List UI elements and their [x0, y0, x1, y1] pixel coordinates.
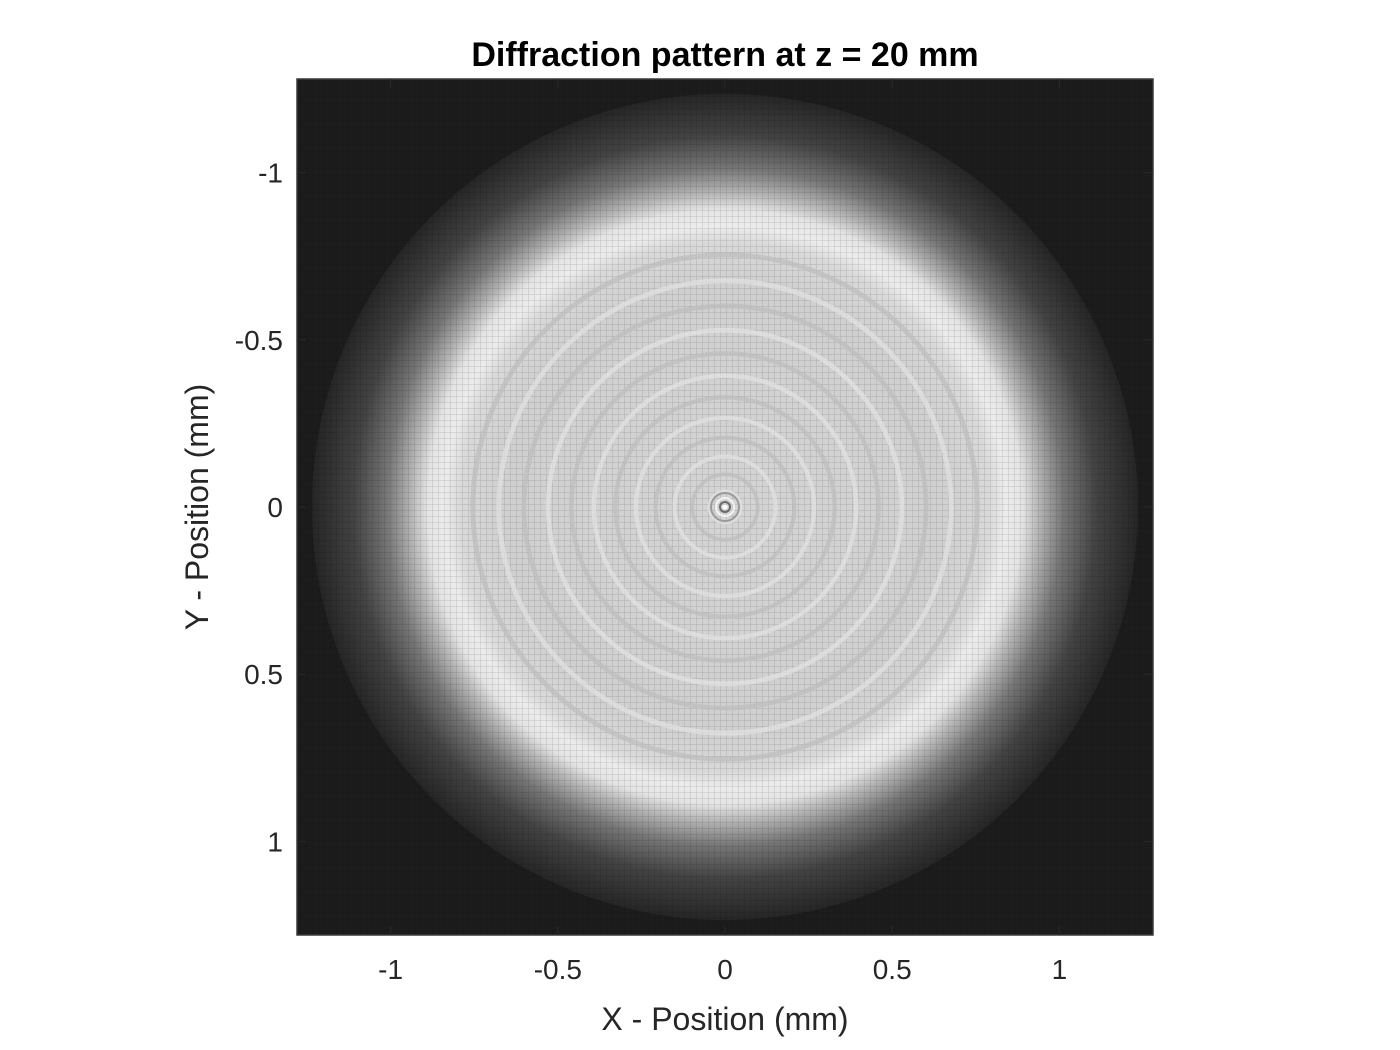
x-tick-label: 0.5 — [873, 954, 912, 985]
x-tick-label: -1 — [378, 954, 403, 985]
central-ring — [710, 492, 740, 522]
x-tick-label: -0.5 — [534, 954, 582, 985]
fringe-ring — [633, 415, 817, 599]
y-tick-label: 1 — [267, 826, 283, 857]
fringe-rings — [470, 252, 980, 762]
fringe-ring — [690, 472, 760, 542]
x-axis-ticks: -1 -0.5 0 0.5 1 — [378, 79, 1067, 985]
plot-area — [297, 79, 1153, 935]
y-axis-label: Y - Position (mm) — [179, 384, 215, 631]
fringe-ring — [707, 489, 743, 525]
chart-title: Diffraction pattern at z = 20 mm — [471, 36, 978, 74]
central-bright-dot — [722, 504, 728, 510]
x-tick-label: 0 — [717, 954, 733, 985]
central-ring — [715, 497, 735, 517]
fringe-ring — [521, 303, 929, 711]
central-spot — [710, 492, 740, 522]
fringe-ring — [672, 454, 778, 560]
central-ring — [719, 501, 731, 513]
fringe-ring — [545, 327, 905, 687]
y-tick-label: 0 — [267, 492, 283, 523]
fringe-ring — [470, 252, 980, 762]
y-tick-label: -1 — [258, 158, 283, 189]
y-tick-label: -0.5 — [235, 325, 283, 356]
y-tick-label: 0.5 — [244, 659, 283, 690]
x-tick-label: 1 — [1052, 954, 1068, 985]
x-axis-label: X - Position (mm) — [601, 1001, 848, 1037]
fringe-ring — [613, 395, 837, 619]
fringe-ring — [653, 435, 797, 579]
fringe-ring — [496, 278, 954, 736]
y-axis-ticks: -1 -0.5 0 0.5 1 — [235, 158, 1153, 857]
fringe-ring — [569, 351, 881, 663]
fringe-ring — [591, 373, 859, 641]
